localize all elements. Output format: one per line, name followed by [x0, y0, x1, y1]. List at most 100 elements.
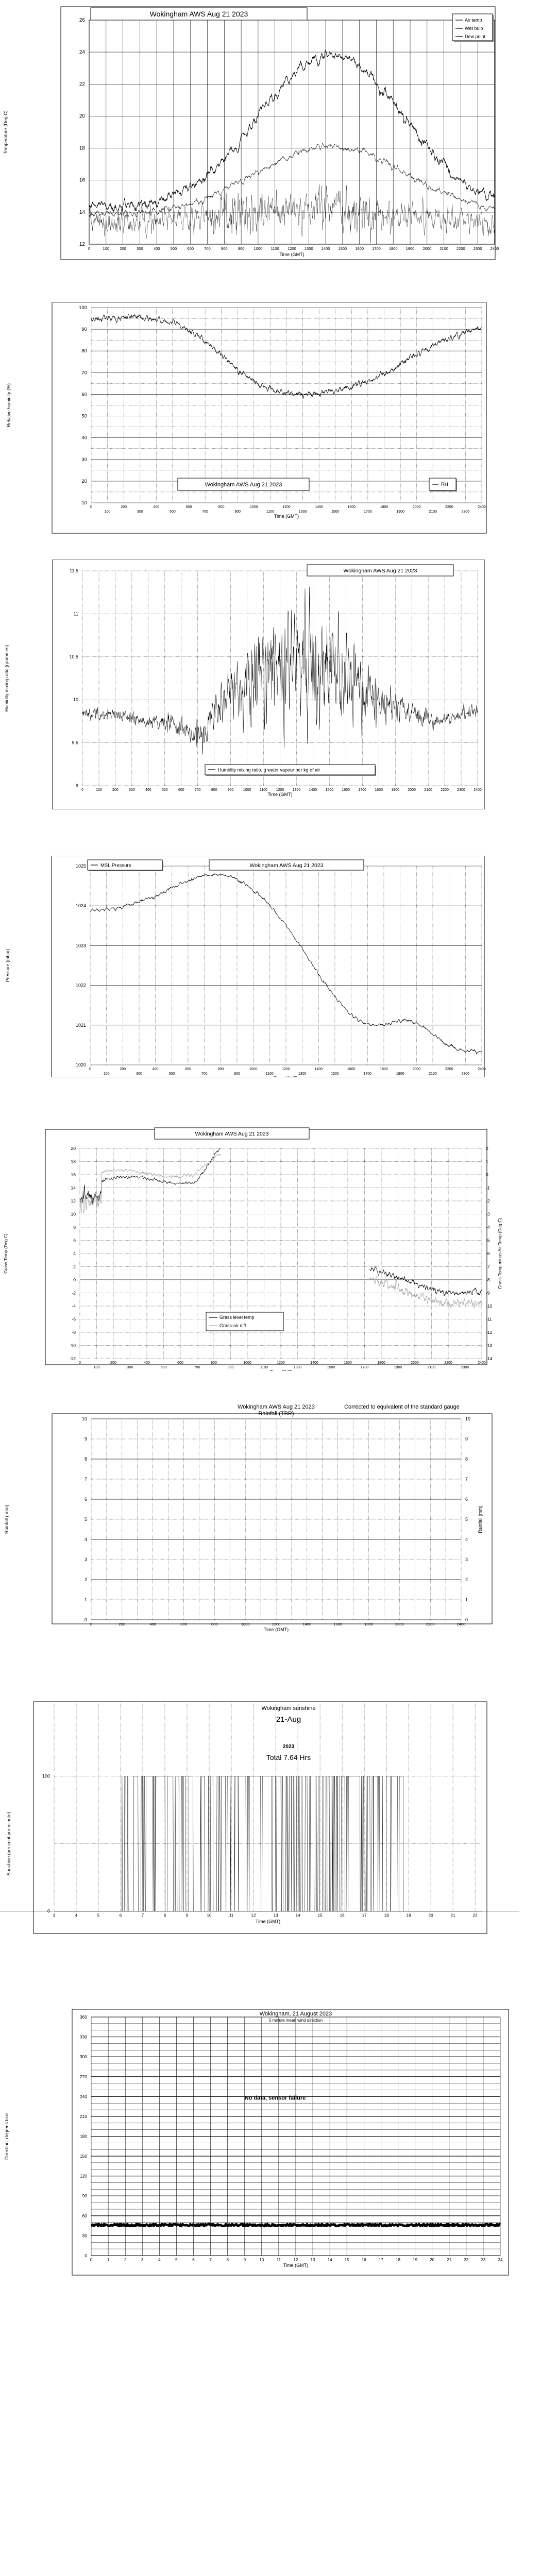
svg-text:1025: 1025	[76, 863, 86, 869]
svg-text:1700: 1700	[364, 510, 372, 514]
svg-text:20: 20	[71, 1146, 76, 1151]
svg-text:2100: 2100	[429, 1072, 437, 1076]
svg-text:Time (GMT): Time (GMT)	[264, 1627, 289, 1632]
svg-text:24: 24	[498, 2258, 503, 2262]
svg-text:2200: 2200	[457, 246, 465, 251]
svg-text:0: 0	[486, 1172, 488, 1177]
svg-text:100: 100	[42, 1774, 50, 1779]
svg-text:100: 100	[105, 510, 111, 514]
svg-text:10: 10	[207, 1913, 212, 1918]
svg-text:30: 30	[82, 2233, 88, 2238]
svg-text:1500: 1500	[331, 1072, 339, 1076]
svg-text:100: 100	[103, 246, 110, 251]
svg-text:900: 900	[234, 510, 241, 514]
svg-text:15: 15	[345, 2258, 349, 2262]
svg-text:1400: 1400	[315, 1067, 323, 1071]
svg-text:400: 400	[153, 1067, 159, 1071]
svg-text:1800: 1800	[375, 788, 383, 792]
svg-text:1400: 1400	[302, 1622, 311, 1626]
svg-text:1024: 1024	[76, 903, 86, 908]
svg-text:-8: -8	[72, 1330, 76, 1335]
svg-text:1: 1	[107, 2258, 110, 2262]
svg-text:2000: 2000	[413, 505, 421, 509]
svg-text:80: 80	[81, 348, 87, 354]
svg-text:1400: 1400	[310, 1361, 318, 1365]
svg-text:2200: 2200	[444, 1361, 452, 1365]
svg-text:1400: 1400	[309, 788, 317, 792]
svg-text:1600: 1600	[347, 1067, 356, 1071]
svg-text:2200: 2200	[445, 1067, 453, 1071]
svg-text:1022: 1022	[76, 983, 86, 988]
svg-text:300: 300	[136, 1072, 142, 1076]
svg-text:5: 5	[175, 2258, 178, 2262]
svg-text:200: 200	[121, 505, 127, 509]
svg-text:Pressure (mbar): Pressure (mbar)	[5, 948, 10, 982]
svg-text:Time (GMT): Time (GMT)	[274, 514, 299, 519]
svg-text:20: 20	[79, 113, 86, 119]
svg-text:5: 5	[97, 1913, 100, 1918]
svg-text:700: 700	[201, 1072, 208, 1076]
svg-text:1200: 1200	[282, 505, 291, 509]
svg-text:Time (GMT): Time (GMT)	[279, 252, 304, 257]
svg-text:5: 5	[84, 1517, 87, 1522]
svg-text:21-Aug: 21-Aug	[276, 1715, 301, 1724]
svg-text:Rainfall (TBR): Rainfall (TBR)	[258, 1411, 294, 1417]
svg-text:1200: 1200	[272, 1622, 281, 1626]
svg-text:19: 19	[413, 2258, 417, 2262]
svg-text:13: 13	[274, 1913, 278, 1918]
svg-text:Time GMT: Time GMT	[270, 1369, 292, 1371]
svg-text:1100: 1100	[260, 788, 267, 792]
svg-text:14: 14	[328, 2258, 332, 2262]
svg-text:400: 400	[144, 1361, 150, 1365]
svg-text:Sunshine (per cent per minute): Sunshine (per cent per minute)	[6, 1812, 11, 1876]
svg-text:400: 400	[153, 505, 159, 509]
svg-text:14: 14	[296, 1913, 300, 1918]
svg-text:400: 400	[154, 246, 160, 251]
svg-text:10: 10	[259, 2258, 264, 2262]
svg-text:2: 2	[486, 1146, 488, 1151]
svg-text:Time (GMT): Time (GMT)	[256, 1919, 280, 1924]
svg-text:2300: 2300	[457, 788, 465, 792]
svg-text:10: 10	[73, 697, 78, 702]
svg-text:-9: -9	[486, 1291, 490, 1296]
svg-text:1: 1	[486, 1159, 488, 1164]
svg-text:23: 23	[481, 2258, 485, 2262]
svg-text:Wokingham AWS Aug 21 2023: Wokingham AWS Aug 21 2023	[195, 1131, 268, 1137]
svg-text:1900: 1900	[391, 788, 399, 792]
svg-text:-2: -2	[72, 1291, 76, 1296]
svg-text:9: 9	[186, 1913, 189, 1918]
svg-text:Wokingham, 21 August 2023: Wokingham, 21 August 2023	[260, 2011, 332, 2017]
svg-text:1900: 1900	[406, 246, 415, 251]
svg-text:-4: -4	[72, 1303, 76, 1309]
svg-text:-13: -13	[486, 1343, 493, 1348]
svg-text:Time (GMT): Time (GMT)	[274, 1076, 298, 1077]
svg-text:300: 300	[137, 510, 143, 514]
svg-text:7: 7	[84, 1477, 87, 1482]
svg-text:4: 4	[465, 1537, 468, 1542]
svg-text:6: 6	[73, 1238, 76, 1243]
svg-text:-4: -4	[486, 1225, 490, 1230]
svg-text:700: 700	[194, 1366, 200, 1369]
svg-text:12: 12	[79, 242, 86, 247]
svg-text:4: 4	[84, 1537, 87, 1542]
svg-text:330: 330	[80, 2035, 87, 2040]
svg-text:200: 200	[120, 246, 126, 251]
svg-text:200: 200	[120, 1067, 126, 1071]
svg-text:18: 18	[396, 2258, 400, 2262]
svg-text:24: 24	[79, 49, 86, 55]
svg-text:1300: 1300	[298, 1072, 307, 1076]
svg-text:20: 20	[81, 479, 87, 484]
svg-text:-7: -7	[486, 1264, 490, 1269]
svg-text:2000: 2000	[408, 788, 416, 792]
svg-text:0: 0	[79, 1361, 81, 1365]
svg-text:900: 900	[228, 788, 234, 792]
svg-text:1500: 1500	[326, 788, 334, 792]
svg-text:2200: 2200	[445, 505, 453, 509]
svg-text:2000: 2000	[395, 1622, 404, 1626]
svg-text:100: 100	[94, 1366, 100, 1369]
svg-text:14: 14	[79, 210, 86, 215]
svg-text:10: 10	[82, 1416, 87, 1421]
svg-text:700: 700	[202, 510, 208, 514]
svg-text:12: 12	[71, 1198, 76, 1204]
svg-text:0: 0	[90, 505, 92, 509]
